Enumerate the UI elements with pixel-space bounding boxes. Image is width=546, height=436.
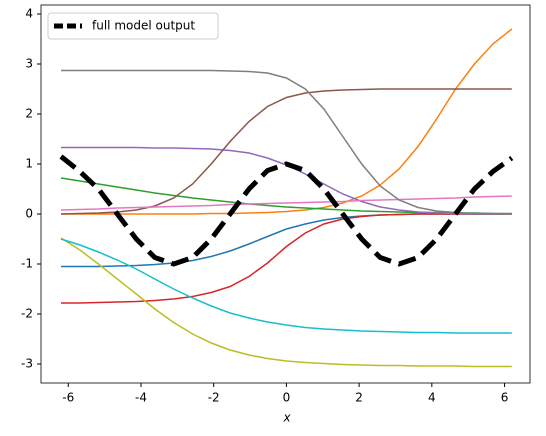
legend-box [47, 12, 219, 40]
y-tick-label: 1 [25, 157, 33, 171]
line-series [60, 195, 512, 211]
line-series [61, 213, 512, 268]
line-series [61, 213, 512, 304]
x-tick-label: -2 [208, 391, 220, 405]
x-tick-label: 2 [355, 391, 363, 405]
x-axis-label: x [282, 411, 291, 425]
x-tick-label: -6 [62, 391, 74, 405]
y-tick-label: -1 [21, 257, 33, 271]
x-tick-label: 4 [428, 391, 436, 405]
line-series [60, 88, 512, 215]
y-tick-label: -3 [21, 357, 33, 371]
line-series [61, 28, 513, 215]
legend-label: full model output [92, 19, 195, 33]
line-series [60, 238, 512, 334]
line-series [59, 154, 514, 267]
y-tick-label: 0 [25, 207, 33, 221]
line-series [60, 237, 512, 368]
line-series [61, 69, 512, 215]
y-tick-label: 4 [25, 7, 33, 21]
x-tick-label: 6 [501, 391, 509, 405]
line-series [61, 146, 512, 215]
x-tick-label: -4 [135, 391, 147, 405]
y-tick-label: 3 [25, 57, 33, 71]
y-tick-label: -2 [21, 307, 33, 321]
y-tick-label: 2 [25, 107, 33, 121]
x-tick-label: 0 [283, 391, 291, 405]
plot-frame [40, 4, 531, 384]
